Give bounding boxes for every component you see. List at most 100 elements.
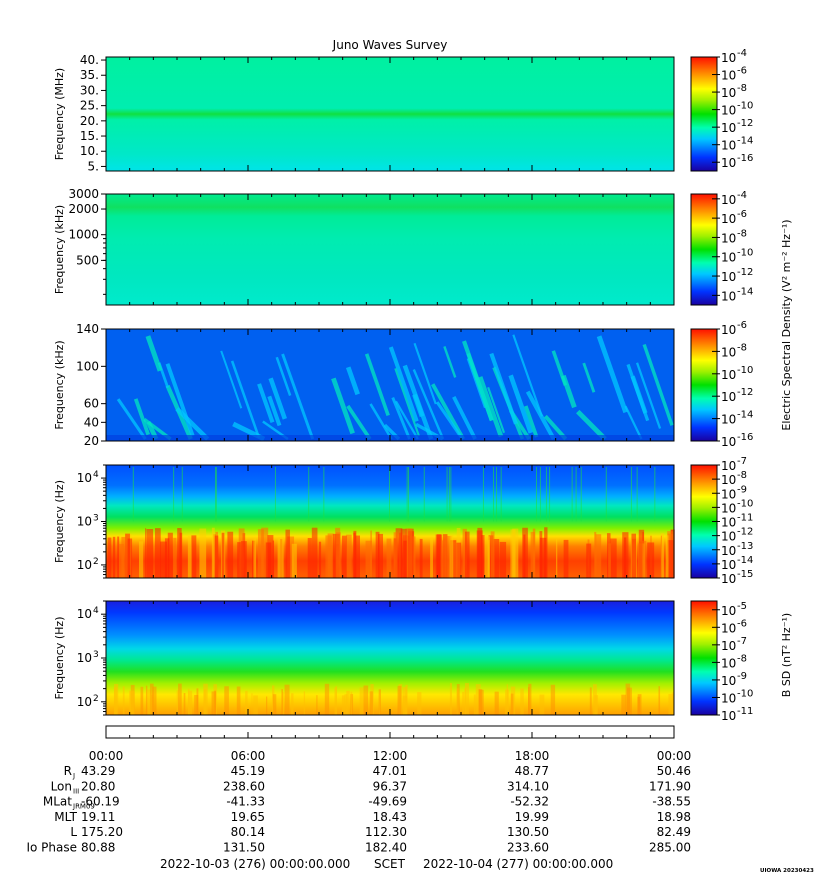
emission-burst	[490, 531, 495, 578]
ephemeris-table: 00:00 06:00 12:00 18:00 00:00 R J 43.29 45.19 47.…	[26, 749, 691, 855]
emission-burst	[237, 542, 241, 578]
emission-burst	[378, 533, 384, 578]
y-tick-label: 10	[77, 515, 92, 529]
emission-burst	[405, 528, 413, 578]
colorbar-tick-exponent: -6	[737, 209, 747, 220]
y-tick-exponent: 3	[93, 514, 99, 524]
emission-burst	[267, 535, 274, 578]
whistler-streak	[525, 390, 556, 440]
emission-burst	[291, 543, 297, 578]
ephemeris-value: -49.69	[368, 795, 407, 809]
whistler-streak	[431, 383, 465, 440]
whistler-streak	[275, 356, 292, 396]
colorbar-4: 10-1510-1410-1310-1210-1110-1010-910-810…	[690, 456, 753, 586]
emission-burst	[478, 689, 483, 715]
emission-burst	[621, 694, 627, 715]
emission-burst	[114, 683, 119, 715]
whistler-streak	[267, 395, 282, 427]
emission-burst	[160, 541, 167, 578]
emission-burst	[378, 694, 381, 715]
ephemeris-value: 48.77	[515, 764, 549, 778]
whistler-streak	[512, 334, 543, 417]
emission-burst	[341, 535, 347, 578]
y-tick-label: 20.	[80, 114, 99, 128]
colorbar-tick-label: 10	[721, 639, 736, 653]
emission-burst	[631, 533, 636, 578]
emission-burst	[465, 683, 469, 715]
colorbar-tick-exponent: -11	[737, 706, 753, 717]
whistler-streak	[462, 340, 494, 422]
y-tick-label: 10	[77, 651, 92, 665]
ephemeris-value: 19.65	[231, 810, 265, 824]
y-tick-label: 60	[84, 397, 99, 411]
colorbar-tick-label: 10	[721, 621, 736, 635]
y-tick-label: 2000	[68, 202, 99, 216]
colorbar-tick-exponent: -14	[737, 555, 753, 566]
ephemeris-value: 80.88	[81, 841, 115, 855]
colorbar-tick-exponent: -12	[737, 527, 753, 538]
colorbar-tick-label: 10	[721, 691, 736, 705]
emission-burst	[191, 535, 197, 578]
emission-burst	[528, 683, 532, 715]
emission-burst	[307, 538, 312, 578]
ephemeris-value: 171.90	[649, 779, 691, 793]
ephemeris-row-label: Io Phase	[26, 841, 77, 855]
figure-title: Juno Waves Survey	[332, 38, 448, 52]
emission-burst	[214, 535, 219, 578]
footer-credit: UIOWA 20230423	[760, 868, 814, 874]
whistler-streak	[624, 405, 643, 440]
colorbar-tick-exponent: -15	[737, 569, 753, 580]
ephemeris-value: 182.40	[365, 841, 407, 855]
emission-burst	[327, 533, 334, 578]
emission-burst	[179, 532, 183, 578]
emission-burst	[363, 685, 369, 715]
emission-burst	[344, 694, 348, 715]
colorbar-tick-exponent: -10	[737, 101, 753, 112]
ephemeris-value: 96.37	[373, 779, 407, 793]
emission-burst	[112, 536, 116, 578]
ephemeris-row-label: MLT	[54, 810, 77, 824]
emission-burst	[359, 687, 364, 715]
colorbar-tick-label: 10	[721, 487, 736, 501]
emission-burst	[355, 535, 360, 578]
colorbar-tick-label: 10	[721, 473, 736, 487]
ephemeris-value: 80.14	[231, 825, 265, 839]
ephemeris-row-label: R	[64, 764, 72, 778]
emission-burst	[140, 686, 144, 715]
emission-burst	[449, 535, 454, 578]
y-tick-label: 40	[84, 415, 99, 429]
spectrogram-panel-3: 20 40 60 100 140 Frequency (kHz)	[53, 322, 675, 448]
colorbar-tick-label: 10	[721, 270, 736, 284]
emission-burst	[499, 541, 507, 578]
emission-burst	[335, 685, 337, 715]
ephemeris-value: 18.98	[657, 810, 691, 824]
colorbar-scale	[690, 56, 718, 172]
colorbar-tick-label: 10	[721, 572, 736, 586]
emission-burst	[370, 530, 372, 578]
colorbar-tick-label: 10	[721, 501, 736, 515]
ephemeris-value: 131.50	[223, 841, 265, 855]
spectrogram-image	[106, 601, 674, 715]
emission-burst	[586, 543, 592, 578]
emission-burst	[402, 686, 407, 715]
emission-burst	[194, 694, 199, 715]
colorbar-tick-label: 10	[721, 212, 736, 226]
y-tick-label: 20	[84, 434, 99, 448]
emission-burst	[281, 689, 283, 715]
time-tick-label: 12:00	[373, 749, 408, 763]
footer-start-time: 2022-10-03 (276) 00:00:00.000	[160, 857, 350, 871]
colorbar-tick-label: 10	[721, 558, 736, 572]
emission-burst	[173, 537, 177, 578]
whistler-streak	[443, 346, 457, 378]
colorbar-tick-label: 10	[721, 231, 736, 245]
whistler-streak	[165, 363, 195, 437]
colorbar-tick-exponent: -8	[737, 342, 747, 353]
y-tick-exponent: 2	[93, 557, 99, 567]
emission-burst	[188, 688, 190, 715]
whistler-streak	[133, 398, 151, 436]
emission-burst	[487, 539, 490, 578]
y-tick-label: 10	[77, 607, 92, 621]
